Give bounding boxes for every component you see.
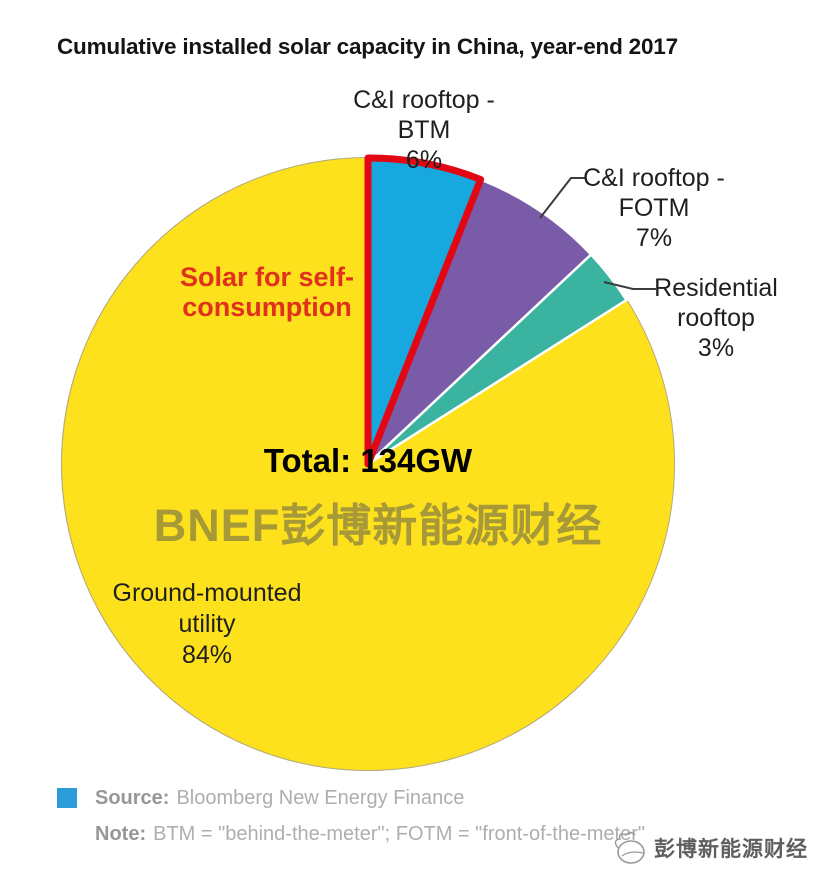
corner-watermark: 彭博新能源财经 [608, 826, 808, 870]
label-ground-mounted-utility: Ground-mounted utility 84% [112, 579, 302, 669]
chart-title: Cumulative installed solar capacity in C… [57, 34, 678, 59]
label-ci-rooftop-btm: C&I rooftop - BTM 6% [353, 86, 495, 174]
self-consumption-outline [364, 154, 485, 468]
note-label: Note: [95, 823, 147, 845]
legend-swatch [57, 788, 77, 808]
total-label: Total: 134GW [263, 442, 473, 479]
corner-watermark-text: 彭博新能源财经 [654, 838, 808, 861]
source-text: Bloomberg New Energy Finance [176, 787, 465, 809]
sketch-globe-icon [614, 831, 645, 864]
label-ci-rooftop-fotm: C&I rooftop - FOTM 7% [583, 164, 725, 252]
residential-leader-line [603, 281, 656, 290]
bnef-watermark: BNEF彭博新能源财经 [153, 500, 603, 551]
note-line: Note: BTM = "behind-the-meter"; FOTM = "f… [95, 823, 645, 846]
slice-ci-rooftop-fotm [366, 177, 593, 465]
source-label: Source: [95, 787, 170, 809]
label-residential-rooftop: Residential rooftop 3% [654, 274, 778, 362]
self-consumption-annotation: Solar for self- consumption [179, 262, 355, 322]
source-line: Source: Bloomberg New Energy Finance [95, 787, 464, 810]
slice-residential-rooftop [367, 252, 629, 466]
note-text: BTM = "behind-the-meter"; FOTM = "front-… [153, 823, 645, 845]
fotm-leader-line [539, 177, 586, 219]
